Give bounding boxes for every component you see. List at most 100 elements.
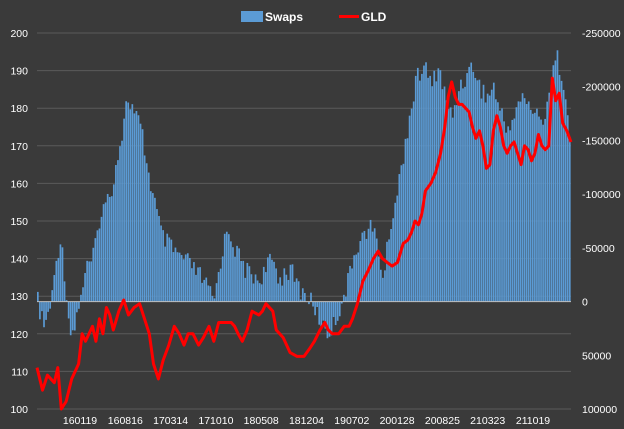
swaps-bar-237 [523, 98, 526, 302]
swaps-bar-80 [201, 282, 203, 302]
swaps-bar-169 [384, 270, 386, 302]
swaps-bar-102 [246, 262, 249, 302]
swaps-bar-14 [65, 300, 68, 302]
swaps-bar-72 [184, 254, 187, 302]
swaps-bar-224 [497, 102, 499, 302]
swaps-bar-53 [145, 163, 148, 302]
x-tick-label-1: 160816 [108, 415, 143, 427]
left-tick-label-10: 200 [10, 28, 28, 40]
swaps-bar-240 [529, 109, 532, 302]
swaps-bar-221 [490, 89, 493, 302]
swaps-bar-210 [468, 66, 470, 302]
swaps-bar-188 [423, 65, 425, 302]
swaps-bar-59 [158, 216, 160, 302]
swaps-bar-113 [269, 253, 271, 302]
swaps-bar-87 [215, 283, 218, 302]
swaps-bar-111 [264, 272, 267, 302]
swaps-bar-176 [398, 174, 401, 302]
swaps-bar-132 [308, 301, 310, 305]
left-tick-label-3: 130 [10, 291, 28, 303]
swaps-bar-86 [213, 298, 216, 302]
swaps-bar-89 [219, 268, 222, 302]
swaps-bar-107 [256, 280, 259, 302]
swaps-bar-160 [365, 238, 368, 302]
swaps-bar-82 [205, 277, 208, 302]
swaps-bar-69 [178, 252, 181, 302]
swaps-bar-32 [102, 204, 105, 302]
swaps-bar-104 [250, 274, 253, 302]
swaps-bar-56 [152, 193, 154, 302]
swaps-bar-66 [172, 252, 175, 302]
swaps-bar-155 [355, 254, 358, 302]
legend-swaps-swatch [241, 11, 263, 22]
swaps-bar-197 [441, 89, 444, 302]
swaps-bar-152 [349, 265, 351, 302]
swaps-bar-200 [447, 108, 450, 302]
swaps-bar-208 [464, 86, 466, 302]
swaps-bar-206 [460, 79, 462, 302]
swaps-bar-234 [517, 101, 520, 302]
swaps-bar-254 [558, 74, 561, 302]
legend-swaps-label: Swaps [265, 10, 303, 24]
swaps-bar-91 [223, 233, 226, 302]
swaps-bar-149 [343, 294, 345, 302]
swaps-bar-2 [41, 301, 43, 312]
left-tick-label-7: 170 [10, 141, 28, 153]
swaps-bar-9 [55, 260, 58, 302]
swaps-bar-115 [273, 261, 275, 302]
swaps-bar-164 [373, 228, 376, 302]
swaps-bars [37, 50, 571, 339]
left-tick-label-8: 180 [10, 103, 28, 115]
swaps-bar-52 [143, 155, 146, 302]
swaps-bar-124 [291, 264, 294, 302]
right-tick-label-5: -150000 [582, 135, 621, 147]
right-tick-label-4: -100000 [582, 189, 621, 201]
swaps-bar-174 [394, 202, 397, 302]
swaps-bar-51 [141, 129, 144, 302]
swaps-bar-228 [505, 132, 507, 302]
swaps-bar-127 [297, 281, 300, 302]
swaps-bar-192 [431, 86, 434, 302]
swaps-bar-60 [160, 225, 162, 302]
swaps-bar-243 [536, 108, 538, 302]
swaps-bar-258 [566, 115, 569, 302]
swaps-bar-146 [336, 301, 339, 321]
swaps-bar-195 [437, 68, 440, 302]
swaps-bar-217 [482, 84, 485, 302]
swaps-bar-47 [133, 113, 136, 302]
swaps-bar-96 [234, 256, 236, 302]
swaps-bar-153 [351, 268, 353, 302]
swaps-bar-0 [37, 291, 39, 302]
swaps-bar-245 [540, 119, 542, 302]
swaps-bar-123 [289, 264, 292, 302]
swaps-bar-162 [369, 219, 372, 302]
swaps-bar-29 [96, 230, 99, 302]
swaps-bar-119 [281, 285, 284, 302]
swaps-bar-100 [242, 260, 245, 302]
swaps-bar-98 [238, 248, 240, 302]
swaps-bar-205 [458, 91, 460, 302]
swaps-bar-8 [53, 275, 56, 302]
swaps-bar-70 [180, 255, 183, 302]
swaps-bar-163 [371, 231, 374, 302]
swaps-bar-24 [86, 260, 88, 302]
swaps-bar-105 [252, 283, 255, 302]
swaps-bar-4 [45, 301, 47, 320]
right-tick-label-3: -50000 [582, 243, 615, 255]
swaps-bar-231 [511, 119, 514, 302]
swaps-bar-141 [326, 301, 329, 339]
x-axis-ticks: 160119 160816 170314 171010 180508 181204 1907… [63, 415, 550, 427]
swaps-bar-41 [121, 140, 123, 302]
swaps-bar-28 [94, 238, 97, 302]
swaps-bar-232 [513, 118, 516, 302]
swaps-bar-13 [63, 281, 66, 302]
swaps-bar-156 [357, 252, 360, 302]
swaps-bar-150 [345, 296, 347, 302]
swaps-bar-178 [402, 163, 405, 302]
swaps-bar-196 [439, 70, 442, 302]
swaps-bar-65 [170, 239, 173, 302]
swaps-bar-145 [334, 301, 337, 326]
swaps-bar-180 [406, 138, 409, 302]
swaps-bar-42 [123, 118, 125, 302]
swaps-bar-84 [209, 286, 212, 302]
